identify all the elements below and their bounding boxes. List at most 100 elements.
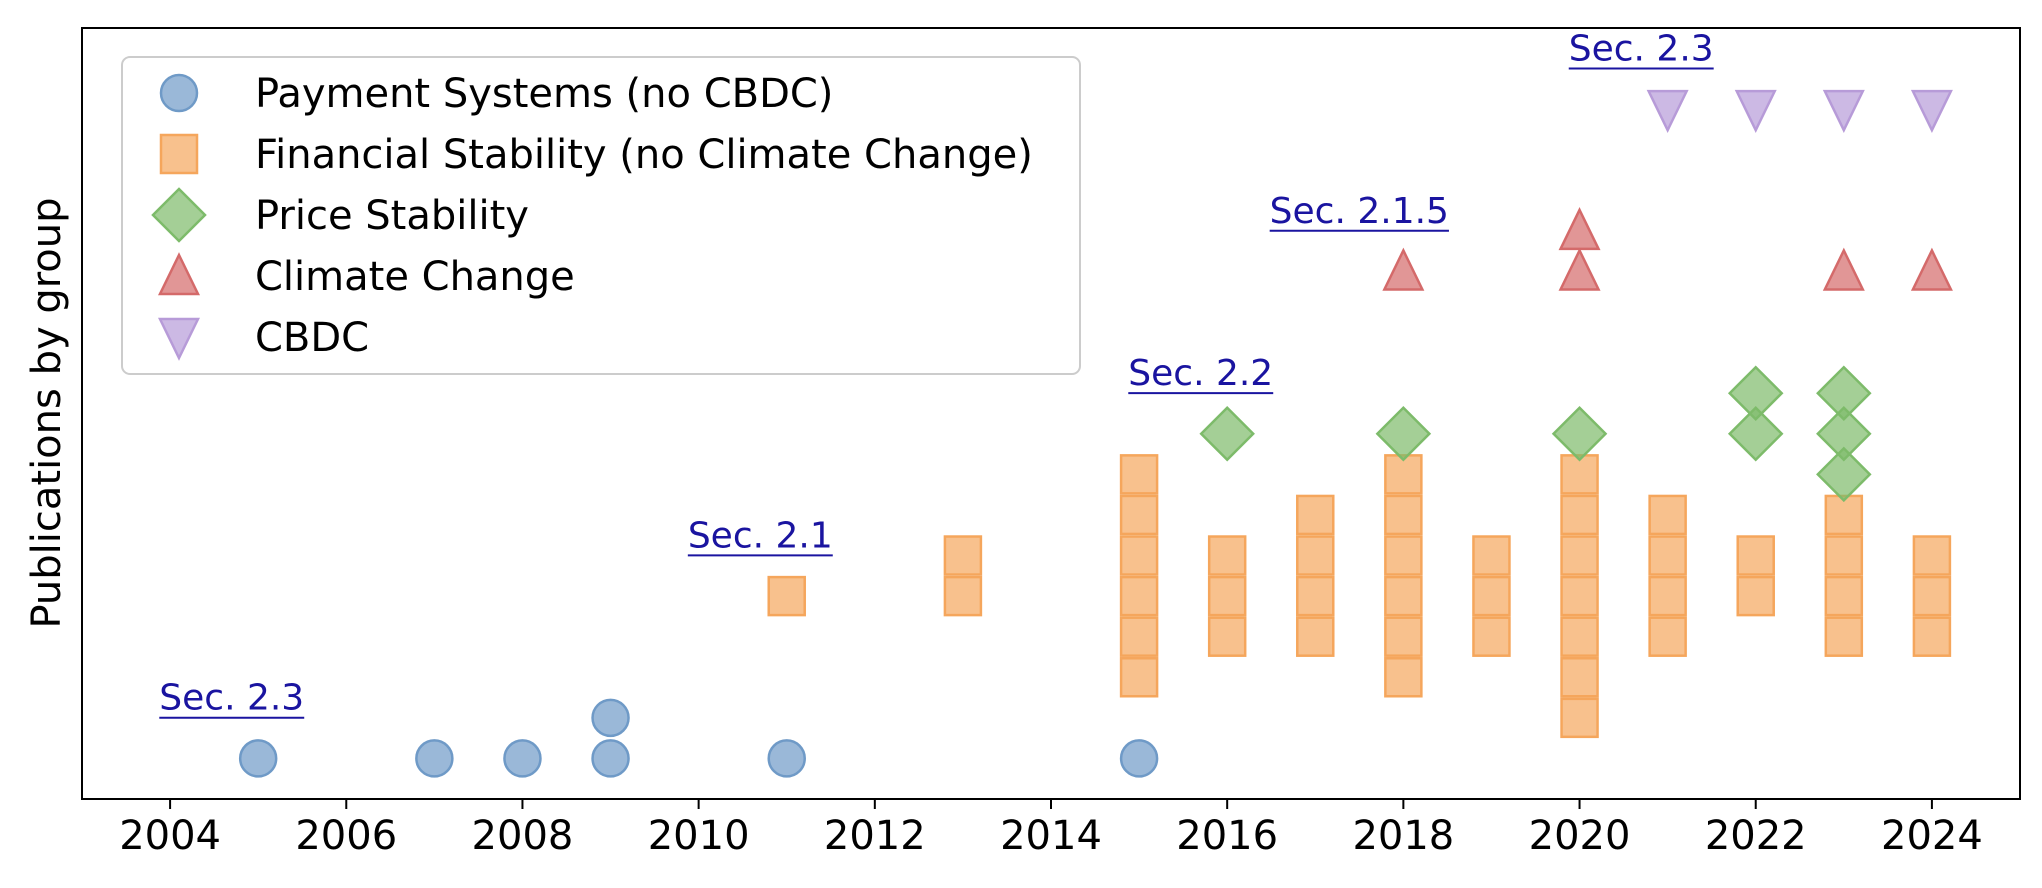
section-link[interactable]: Sec. 2.1.5 [1269,191,1449,232]
section-link-text[interactable]: Sec. 2.3 [159,678,304,719]
data-point-square [1736,535,1775,576]
data-point-triangle-down [1646,89,1689,134]
data-point-square [1824,535,1864,576]
section-link[interactable]: Sec. 2.3 [1568,28,1714,70]
x-tick-label: 2006 [295,813,397,859]
data-point-diamond [1816,446,1872,503]
section-link-text[interactable]: Sec. 2.3 [1569,28,1714,69]
x-tick-label: 2018 [1352,813,1454,859]
section-link[interactable]: Sec. 2.3 [159,678,305,719]
data-point-square [1296,535,1335,576]
data-marks [238,89,1953,778]
x-tick-label: 2024 [1881,813,1983,859]
data-point-triangle-down [1734,89,1777,134]
legend-entry: Payment Systems (no CBDC) [159,71,833,117]
data-point-square [1296,616,1335,657]
section-link-text[interactable]: Sec. 2.2 [1128,353,1273,394]
legend-label: Financial Stability (no Climate Change) [255,132,1033,178]
data-point-square [1824,575,1864,617]
data-point-square [767,575,806,617]
data-point-triangle-down [1910,89,1953,134]
data-point-triangle-up [1382,247,1425,291]
x-tick-label: 2020 [1529,813,1631,859]
data-point-square [1207,575,1247,617]
data-point-circle [591,739,630,778]
x-tick-label: 2016 [1176,813,1278,859]
data-point-square [1560,657,1599,698]
data-point-circle [1119,739,1159,778]
data-point-square [1296,575,1335,617]
data-point-square [943,535,983,576]
data-point-square [1384,657,1423,698]
data-point-circle [415,739,454,778]
data-point-square [1736,575,1775,617]
legend-box [121,56,1081,375]
data-point-square [1384,494,1423,536]
x-axis: 2004 2006 2008 2010 2012 2014 2016 2018 2020 2022… [119,799,1983,859]
legend-entry: Financial Stability (no Climate Change) [159,132,1033,178]
legend-marker-square [159,133,199,175]
series-1 [767,454,1952,739]
data-point-square [1560,575,1599,617]
legend-entry: Climate Change [158,252,575,300]
data-point-square [1648,575,1687,617]
data-point-diamond [1816,406,1872,462]
x-tick-label: 2014 [1000,813,1102,859]
section-link[interactable]: Sec. 2.1 [687,515,833,557]
x-tick-label: 2008 [472,813,574,859]
data-point-square [1207,535,1247,576]
legend-entry: CBDC [158,315,369,361]
data-point-triangle-up [1558,207,1601,251]
data-point-diamond [1727,406,1784,462]
data-point-circle [767,739,806,778]
data-point-diamond [1375,406,1432,462]
x-tick-label: 2022 [1705,813,1807,859]
x-tick-label: 2010 [648,813,750,859]
data-point-square [1560,616,1599,657]
data-point-square [1384,535,1423,576]
series-3 [1382,207,1953,291]
data-point-square [1648,616,1687,657]
data-point-square [1912,535,1952,576]
data-point-square [1119,494,1159,536]
series-4 [1646,89,1953,134]
data-point-diamond [1199,406,1255,462]
y-axis-label: Publications by group [24,197,70,628]
data-point-square [1912,575,1952,617]
legend-label: Climate Change [255,254,575,300]
data-point-circle [503,739,542,778]
data-point-square [1472,575,1511,617]
legend-label: CBDC [255,315,369,361]
data-point-triangle-down [1822,89,1865,134]
legend-marker-triangle-down [158,317,200,361]
data-point-square [1119,616,1159,657]
data-point-square [1824,616,1864,657]
data-point-square [1560,494,1599,536]
legend-entry: Price Stability [151,187,529,243]
section-link[interactable]: Sec. 2.2 [1128,353,1274,395]
section-annotations: Sec. 2.3 Sec. 2.1 Sec. 2.2 Sec. 2.1.5 Sec. 2… [159,28,1714,719]
data-point-square [1207,616,1247,657]
legend: Payment Systems (no CBDC) Financial Stabi… [121,56,1081,375]
data-point-square [1648,494,1687,536]
section-link-text[interactable]: Sec. 2.1 [688,515,833,556]
x-tick-label: 2012 [824,813,926,859]
data-point-square [1472,616,1511,657]
legend-label: Price Stability [255,193,529,239]
data-point-triangle-up [1558,247,1601,291]
series-2 [1199,365,1872,503]
data-point-square [1119,535,1159,576]
data-point-square [1648,535,1687,576]
data-point-square [1472,535,1511,576]
data-point-circle [591,698,630,738]
data-point-square [1119,454,1159,495]
data-point-square [1384,616,1423,657]
section-link-text[interactable]: Sec. 2.1.5 [1270,191,1449,232]
data-point-square [943,575,983,617]
data-point-square [1560,535,1599,576]
data-point-diamond [1551,406,1608,462]
data-point-square [1296,494,1335,536]
data-point-square [1119,575,1159,617]
data-point-diamond [1727,365,1784,421]
